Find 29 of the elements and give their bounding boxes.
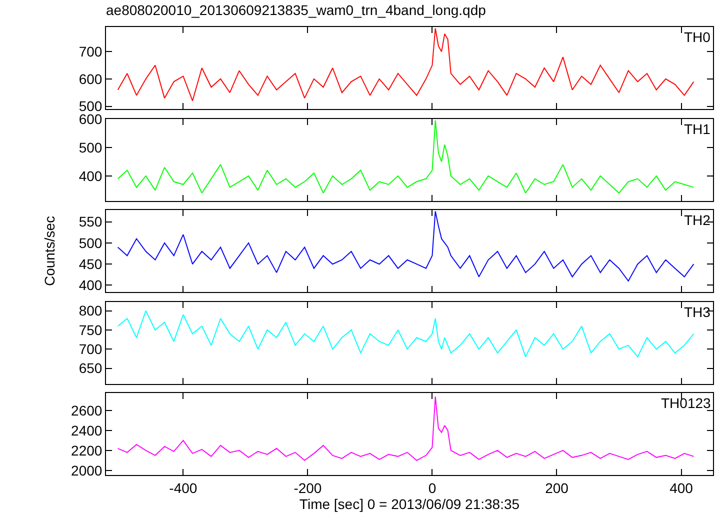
y-axis-title: Counts/sec [41,216,58,286]
x-tick-label: -200 [294,480,322,496]
x-axis-title: Time [sec] 0 = 2013/06/09 21:38:35 [299,496,520,512]
y-tick-label: 550 [78,214,102,230]
x-tick-label: -400 [169,480,198,496]
y-tick-label: 2000 [71,462,102,479]
text: TH2 [684,212,711,228]
y-tick-label: 2600 [71,402,102,419]
text: TH1 [684,120,711,137]
x-tick-label: 0 [428,480,436,496]
text: TH0123 [661,395,712,412]
y-tick-label: 450 [78,256,102,272]
y-tick-label: 2200 [71,442,102,459]
chart-title: ae808020010_20130609213835_wam0_trn_4band_long.qdp [106,2,486,18]
y-tick-label: 700 [78,44,102,60]
x-tick-label: 400 [670,480,694,496]
y-tick-label: 650 [78,360,102,376]
y-tick-label: 2400 [71,422,102,439]
y-tick-label: 750 [78,322,102,338]
text: TH0 [684,29,711,45]
series-label: TH3 [684,304,711,320]
y-tick-label: 500 [78,138,102,155]
y-tick-label: 600 [78,70,102,87]
y-tick-label: 700 [78,340,102,357]
y-tick-label: 400 [78,167,102,184]
y-tick-label: 400 [78,277,102,294]
y-tick-label: 800 [78,302,102,319]
y-tick-label: 500 [78,235,102,252]
x-tick-label: 200 [545,480,569,496]
